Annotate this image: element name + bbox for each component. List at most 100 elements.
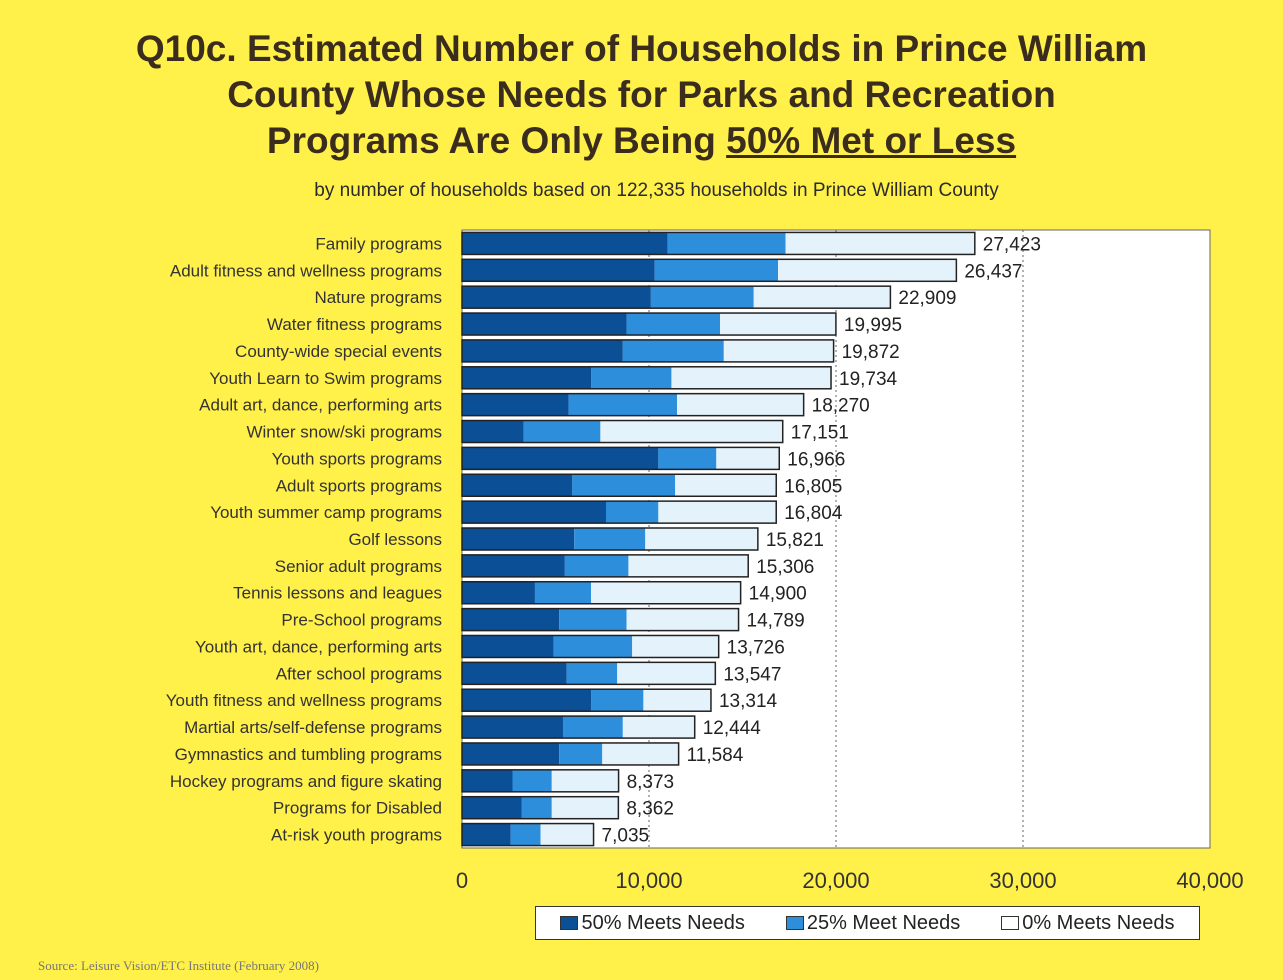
- bar-segment: [753, 286, 891, 309]
- data-label: 13,726: [727, 637, 785, 658]
- bar-segment: [650, 286, 754, 309]
- category-label: Youth summer camp programs: [210, 503, 442, 522]
- bar-segment: [512, 769, 552, 792]
- bar-segment: [677, 393, 804, 416]
- bar-segment: [566, 662, 618, 685]
- bar-outline: [461, 661, 717, 686]
- title-line-2: County Whose Needs for Parks and Recreat…: [227, 74, 1056, 115]
- bar-segment: [462, 716, 563, 739]
- x-tick-label: 20,000: [802, 868, 869, 893]
- bar-segment: [462, 662, 567, 685]
- bar-outline: [461, 366, 832, 390]
- bar-outline: [461, 795, 620, 820]
- bar-segment: [462, 366, 592, 389]
- category-label: Water fitness programs: [267, 315, 442, 334]
- bar-segment: [462, 528, 575, 550]
- data-label: 11,584: [687, 745, 744, 766]
- bar-outline: [461, 607, 740, 632]
- data-label: 18,270: [812, 396, 870, 417]
- category-label: Pre-School programs: [281, 611, 442, 630]
- data-label: 13,314: [719, 691, 778, 712]
- bar-segment: [654, 259, 779, 282]
- bar-segment: [559, 742, 603, 765]
- bar-outline: [461, 312, 837, 336]
- data-label: 26,437: [964, 261, 1022, 282]
- bar-segment: [643, 689, 711, 712]
- data-label: 12,444: [703, 718, 762, 739]
- bar-segment: [628, 554, 749, 577]
- bar-segment: [551, 796, 619, 819]
- category-label: Nature programs: [314, 288, 442, 307]
- bar-segment: [462, 474, 573, 497]
- bar-segment: [658, 447, 717, 470]
- bar-segment: [521, 796, 552, 819]
- bar-segment: [553, 635, 633, 658]
- legend-label-0: 0% Meets Needs: [1022, 911, 1175, 934]
- bar-segment: [462, 501, 606, 524]
- bar-segment: [720, 313, 836, 336]
- bar-segment: [462, 420, 524, 443]
- bar-segment: [462, 796, 522, 819]
- category-label: Gymnastics and tumbling programs: [175, 745, 442, 764]
- bar-outline: [461, 446, 781, 471]
- bar-outline: [461, 392, 805, 417]
- x-tick-label: 30,000: [989, 868, 1056, 893]
- title-line-1: Q10c. Estimated Number of Households in …: [135, 28, 1148, 69]
- bar-segment: [462, 608, 560, 631]
- chart-title: Q10c. Estimated Number of Households in …: [40, 26, 1243, 164]
- data-label: 13,547: [723, 664, 781, 685]
- bar-outline: [461, 580, 742, 605]
- bar-segment: [600, 420, 783, 443]
- category-label: Senior adult programs: [275, 557, 442, 576]
- bar-segment: [622, 339, 724, 362]
- category-label: Programs for Disabled: [273, 799, 442, 818]
- bar-outline: [461, 554, 749, 578]
- bar-segment: [462, 823, 511, 846]
- bar-outline: [461, 634, 720, 659]
- category-label: Martial arts/self-defense programs: [184, 718, 442, 737]
- data-label: 19,734: [839, 369, 898, 390]
- bar-segment: [551, 769, 619, 792]
- data-label: 15,821: [766, 530, 824, 551]
- category-label: Family programs: [315, 234, 442, 253]
- bar-outline: [461, 258, 958, 283]
- data-label: 16,805: [784, 476, 842, 497]
- bar-segment: [626, 608, 739, 631]
- bar-segment: [591, 581, 741, 604]
- category-label: Adult art, dance, performing arts: [199, 396, 442, 415]
- bar-segment: [534, 581, 592, 604]
- bar-segment: [462, 635, 554, 658]
- x-tick-label: 0: [456, 868, 468, 893]
- category-label: Golf lessons: [348, 530, 442, 549]
- category-label: Winter snow/ski programs: [246, 423, 442, 442]
- bar-segment: [645, 528, 758, 550]
- bar-outline: [461, 500, 777, 524]
- bar-outline: [461, 231, 976, 256]
- bar-segment: [462, 259, 655, 282]
- legend-item-25: 25% Meet Needs: [785, 912, 960, 935]
- bar-segment: [462, 769, 513, 792]
- bar-segment: [572, 474, 676, 497]
- bar-segment: [622, 716, 695, 739]
- bar-segment: [574, 528, 646, 550]
- data-label: 22,909: [898, 288, 956, 309]
- bar-segment: [675, 474, 777, 497]
- data-label: 14,789: [747, 611, 805, 632]
- bar-segment: [462, 313, 627, 336]
- bar-outline: [461, 688, 712, 712]
- bar-segment: [723, 339, 834, 362]
- category-label: Youth Learn to Swim programs: [209, 369, 442, 388]
- category-label: Tennis lessons and leagues: [233, 584, 442, 603]
- category-label: At-risk youth programs: [271, 826, 442, 845]
- bar-segment: [462, 232, 668, 255]
- category-label: Hockey programs and figure skating: [170, 772, 442, 791]
- bar-outline: [461, 419, 784, 444]
- legend-swatch-0: [1001, 916, 1020, 930]
- bar-segment: [626, 313, 721, 336]
- legend-item-50: 50% Meets Needs: [560, 912, 745, 935]
- data-label: 19,995: [844, 315, 902, 336]
- category-label: Adult fitness and wellness programs: [170, 261, 442, 280]
- bar-segment: [462, 286, 651, 309]
- category-label: After school programs: [276, 664, 442, 683]
- category-label: County-wide special events: [235, 342, 442, 361]
